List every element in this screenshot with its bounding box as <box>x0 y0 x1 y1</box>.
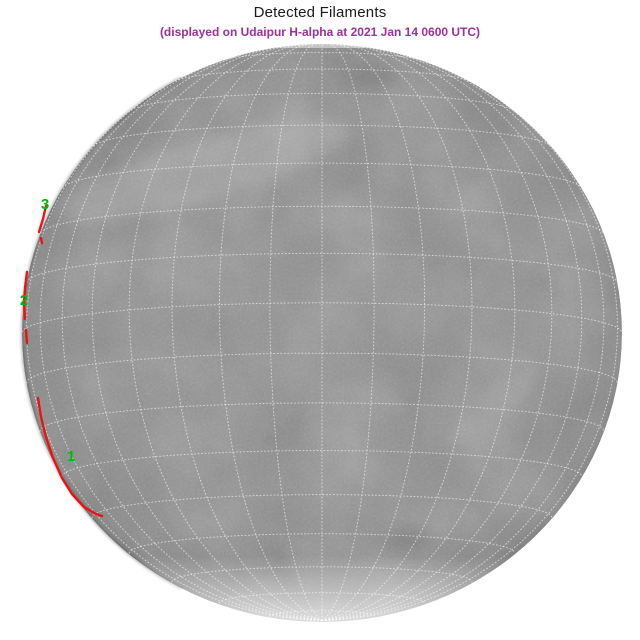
grid-line <box>61 449 583 478</box>
filament-label-1: 1 <box>67 448 75 465</box>
filament-trace-3 <box>37 204 48 234</box>
grid-line <box>26 86 323 621</box>
bright-plage-region <box>60 119 350 221</box>
image-subtitle: (displayed on Udaipur H-alpha at 2021 Ja… <box>159 25 481 39</box>
grid-line <box>40 205 604 234</box>
grid-line <box>26 252 618 283</box>
filament-trace-2 <box>24 328 29 345</box>
dark-smudge <box>382 529 434 551</box>
dark-smudge <box>342 69 402 87</box>
grid-line <box>128 533 516 554</box>
coordinate-grid <box>21 43 623 621</box>
grid-line <box>39 402 605 432</box>
filament-trace-2 <box>22 270 29 321</box>
grid-line <box>174 68 470 82</box>
overexposed-top-band <box>150 44 510 48</box>
bottom-fade <box>0 556 640 640</box>
grid-line <box>223 52 421 61</box>
grid-line <box>21 302 623 333</box>
grid-line <box>92 124 552 147</box>
filament-trace-3 <box>39 236 44 245</box>
page-title: Detected Filaments <box>253 4 387 21</box>
limb-edge-arc <box>21 76 182 590</box>
grid-line <box>130 92 514 111</box>
filament-trace-1 <box>36 396 104 518</box>
grid-line <box>26 352 618 384</box>
limb-edge <box>21 76 182 590</box>
filament-annotations: 1 2 3 <box>20 196 104 518</box>
grid-line <box>280 44 364 48</box>
grid-line <box>321 86 618 621</box>
filament-label-2: 2 <box>20 292 28 309</box>
grid-line <box>62 162 582 188</box>
filament-label-3: 3 <box>41 196 49 213</box>
